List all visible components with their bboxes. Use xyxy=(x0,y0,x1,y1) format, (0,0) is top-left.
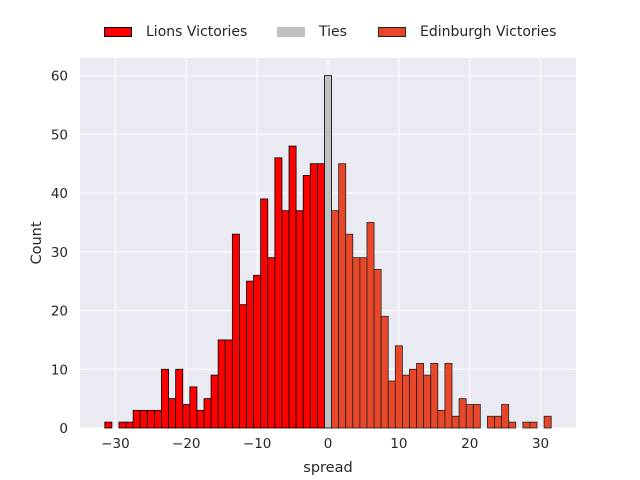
legend-label-lions: Lions Victories xyxy=(146,24,248,40)
bar-lions-victories xyxy=(231,233,240,429)
bar-lions-victories xyxy=(316,163,325,429)
bar-edinburgh-victories xyxy=(522,421,531,429)
bar-edinburgh-victories xyxy=(380,316,389,429)
x-tick-label: 10 xyxy=(390,436,407,452)
bar-edinburgh-victories xyxy=(487,415,495,429)
bar-edinburgh-victories xyxy=(451,415,460,429)
bar-edinburgh-victories xyxy=(401,374,410,429)
legend-swatch-lions xyxy=(104,27,132,37)
bar-lions-victories xyxy=(146,409,155,429)
bar-edinburgh-victories xyxy=(331,210,340,429)
x-tick-label: −30 xyxy=(101,436,130,452)
bar-lions-victories xyxy=(288,145,297,429)
bar-edinburgh-victories xyxy=(387,380,396,429)
bar-edinburgh-victories xyxy=(338,163,347,429)
bar-edinburgh-victories xyxy=(508,421,517,429)
bar-ties xyxy=(324,75,332,429)
bar-lions-victories xyxy=(168,398,177,429)
bar-lions-victories xyxy=(125,421,134,429)
bar-lions-victories xyxy=(246,280,254,429)
y-tick-label: 50 xyxy=(51,127,68,143)
x-tick-label: −20 xyxy=(172,436,201,452)
bar-lions-victories xyxy=(153,409,162,429)
y-tick-labels: 0 10 20 30 40 50 60 xyxy=(51,69,68,437)
y-tick-label: 20 xyxy=(51,304,68,320)
bar-lions-victories xyxy=(196,409,205,429)
bar-lions-victories xyxy=(239,304,247,429)
bar-lions-victories xyxy=(260,198,269,429)
bar-lions-victories xyxy=(309,163,318,429)
x-tick-label: 20 xyxy=(461,436,478,452)
bar-edinburgh-victories xyxy=(501,404,510,429)
bar-lions-victories xyxy=(210,374,219,429)
bar-lions-victories xyxy=(224,339,233,429)
bar-lions-victories xyxy=(118,421,127,429)
bar-edinburgh-victories xyxy=(472,404,481,429)
bar-edinburgh-victories xyxy=(352,257,361,429)
bar-lions-victories xyxy=(132,409,141,429)
bar-edinburgh-victories xyxy=(465,404,474,429)
bar-edinburgh-victories xyxy=(409,368,417,429)
bar-lions-victories xyxy=(161,368,169,429)
bar-edinburgh-victories xyxy=(423,374,432,429)
legend-label-edinburgh: Edinburgh Victories xyxy=(420,24,557,40)
y-axis-label: Count xyxy=(29,221,45,264)
bars-group xyxy=(104,75,552,429)
x-tick-label: −10 xyxy=(243,436,272,452)
bar-edinburgh-victories xyxy=(543,415,552,429)
bar-edinburgh-victories xyxy=(494,415,502,429)
bar-lions-victories xyxy=(274,157,283,429)
x-tick-label: 0 xyxy=(324,436,333,452)
bar-edinburgh-victories xyxy=(437,409,446,429)
legend-label-ties: Ties xyxy=(319,24,347,40)
bar-lions-victories xyxy=(139,409,148,429)
x-tick-labels: −30 −20 −10 0 10 20 30 xyxy=(101,436,549,452)
y-tick-label: 10 xyxy=(51,362,68,378)
bar-edinburgh-victories xyxy=(366,222,375,429)
x-tick-label: 30 xyxy=(532,436,549,452)
bar-lions-victories xyxy=(302,175,311,429)
bar-edinburgh-victories xyxy=(373,269,382,429)
bar-edinburgh-victories xyxy=(394,345,403,429)
y-tick-label: 60 xyxy=(51,69,68,85)
bar-lions-victories xyxy=(295,210,304,429)
bar-edinburgh-victories xyxy=(345,233,354,429)
x-axis-label: spread xyxy=(303,460,352,476)
bar-lions-victories xyxy=(189,386,198,429)
legend: Lions Victories Ties Edinburgh Victories xyxy=(0,24,640,46)
bar-edinburgh-victories xyxy=(529,421,538,429)
bar-edinburgh-victories xyxy=(430,362,439,429)
bar-lions-victories xyxy=(203,398,212,429)
bar-edinburgh-victories xyxy=(359,257,368,429)
bar-lions-victories xyxy=(253,274,262,429)
bar-edinburgh-victories xyxy=(444,362,453,429)
legend-swatch-edinburgh xyxy=(378,27,406,37)
bar-lions-victories xyxy=(175,368,184,429)
bar-lions-victories xyxy=(267,257,276,429)
y-tick-label: 40 xyxy=(51,186,68,202)
bar-lions-victories xyxy=(182,404,191,429)
y-tick-label: 0 xyxy=(59,421,68,437)
bar-edinburgh-victories xyxy=(416,362,425,429)
legend-item-lions: Lions Victories xyxy=(104,24,247,40)
y-tick-label: 30 xyxy=(51,245,68,261)
bar-lions-victories xyxy=(104,421,113,429)
bar-lions-victories xyxy=(281,210,290,429)
legend-item-edinburgh: Edinburgh Victories xyxy=(378,24,556,40)
legend-item-ties: Ties xyxy=(277,24,347,40)
bar-lions-victories xyxy=(217,339,226,429)
legend-swatch-ties xyxy=(277,27,305,37)
bar-edinburgh-victories xyxy=(458,398,467,429)
